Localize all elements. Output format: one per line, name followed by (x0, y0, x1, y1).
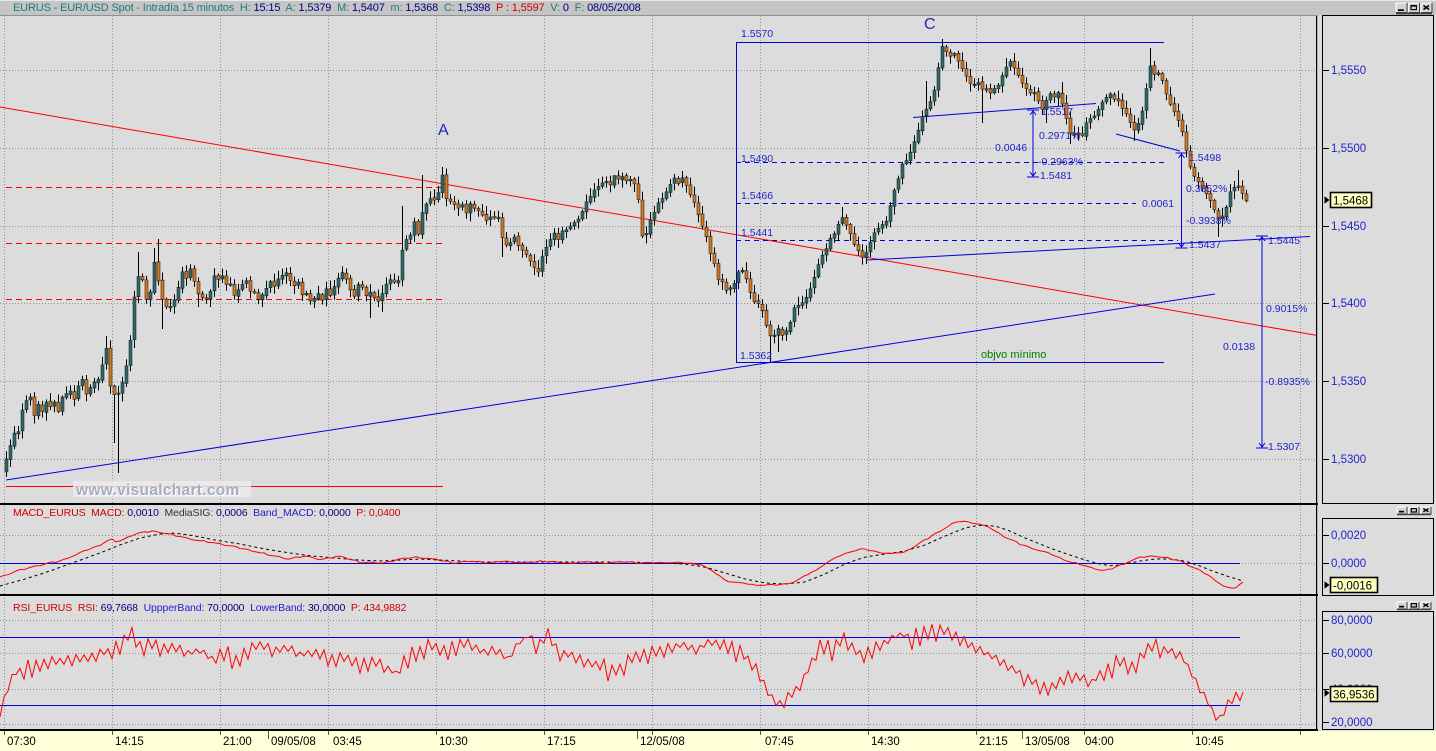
svg-text:1,5300: 1,5300 (1331, 454, 1366, 466)
svg-text:1.5307: 1.5307 (1268, 441, 1300, 453)
svg-text:03:45: 03:45 (333, 736, 362, 748)
svg-text:1.5570: 1.5570 (741, 28, 773, 40)
svg-text:1.5481: 1.5481 (1040, 170, 1072, 182)
svg-text:1.5441: 1.5441 (741, 227, 773, 239)
svg-text:-0.8935%: -0.8935% (1265, 376, 1310, 388)
svg-text:1.5445: 1.5445 (1268, 235, 1300, 247)
svg-text:13/05/08: 13/05/08 (1025, 736, 1070, 748)
svg-text:07:30: 07:30 (7, 736, 36, 748)
svg-text:www.visualchart.com: www.visualchart.com (75, 482, 240, 499)
svg-text:10:30: 10:30 (439, 736, 468, 748)
svg-text:-0,0016: -0,0016 (1333, 581, 1372, 593)
svg-text:20,0000: 20,0000 (1331, 717, 1373, 729)
svg-text:-0.2963%: -0.2963% (1038, 156, 1083, 168)
svg-text:0.0061: 0.0061 (1142, 198, 1174, 210)
svg-text:C: C (924, 16, 936, 33)
svg-text:1.5490: 1.5490 (741, 153, 773, 165)
svg-text:04:00: 04:00 (1085, 736, 1114, 748)
svg-text:09/05/08: 09/05/08 (271, 736, 316, 748)
svg-text:80,0000: 80,0000 (1331, 615, 1373, 627)
svg-text:1.5437: 1.5437 (1189, 239, 1221, 251)
svg-text:A: A (438, 122, 449, 139)
svg-text:1,5400: 1,5400 (1331, 298, 1366, 310)
svg-text:10:45: 10:45 (1195, 736, 1224, 748)
svg-text:0,0020: 0,0020 (1331, 530, 1366, 542)
svg-text:MACD_EURUS MACD: 0,0010 Medi: MACD_EURUS MACD: 0,0010 MediaSIG: 0,0006… (13, 507, 401, 519)
svg-text:-0.3938%: -0.3938% (1186, 215, 1231, 227)
svg-text:60,0000: 60,0000 (1331, 648, 1373, 660)
svg-text:14:15: 14:15 (115, 736, 144, 748)
svg-text:0.3852%: 0.3852% (1186, 183, 1227, 195)
svg-text:1,5450: 1,5450 (1331, 221, 1366, 233)
svg-text:1,5350: 1,5350 (1331, 376, 1366, 388)
svg-text:21:15: 21:15 (979, 736, 1008, 748)
svg-text:07:45: 07:45 (765, 736, 794, 748)
svg-text:0.0046: 0.0046 (995, 142, 1027, 154)
svg-text:0.0138: 0.0138 (1223, 341, 1255, 353)
svg-text:12/05/08: 12/05/08 (640, 736, 685, 748)
svg-text:0.2971%: 0.2971% (1039, 130, 1080, 142)
svg-text:1,5550: 1,5550 (1331, 65, 1366, 77)
svg-text:RSI_EURUS RSI: 69,7668 Upppe: RSI_EURUS RSI: 69,7668 UppperBand: 70,00… (13, 602, 407, 614)
svg-text:1.5362: 1.5362 (740, 350, 772, 362)
svg-text:EURUS - EUR/USD Spot - Intradí: EURUS - EUR/USD Spot - Intradía 15 minut… (13, 2, 641, 14)
svg-text:1.5466: 1.5466 (741, 190, 773, 202)
svg-text:0,0000: 0,0000 (1331, 558, 1366, 570)
svg-text:21:00: 21:00 (223, 736, 252, 748)
svg-text:objvo mínimo: objvo mínimo (981, 349, 1046, 361)
svg-text:14:30: 14:30 (871, 736, 900, 748)
svg-text:36,9536: 36,9536 (1333, 690, 1375, 702)
svg-text:1,5500: 1,5500 (1331, 143, 1366, 155)
svg-text:1,5468: 1,5468 (1333, 196, 1368, 208)
svg-text:1.5498: 1.5498 (1189, 152, 1221, 164)
svg-text:17:15: 17:15 (547, 736, 576, 748)
svg-text:0.9015%: 0.9015% (1266, 303, 1307, 315)
svg-text:1.5517: 1.5517 (1041, 106, 1073, 118)
